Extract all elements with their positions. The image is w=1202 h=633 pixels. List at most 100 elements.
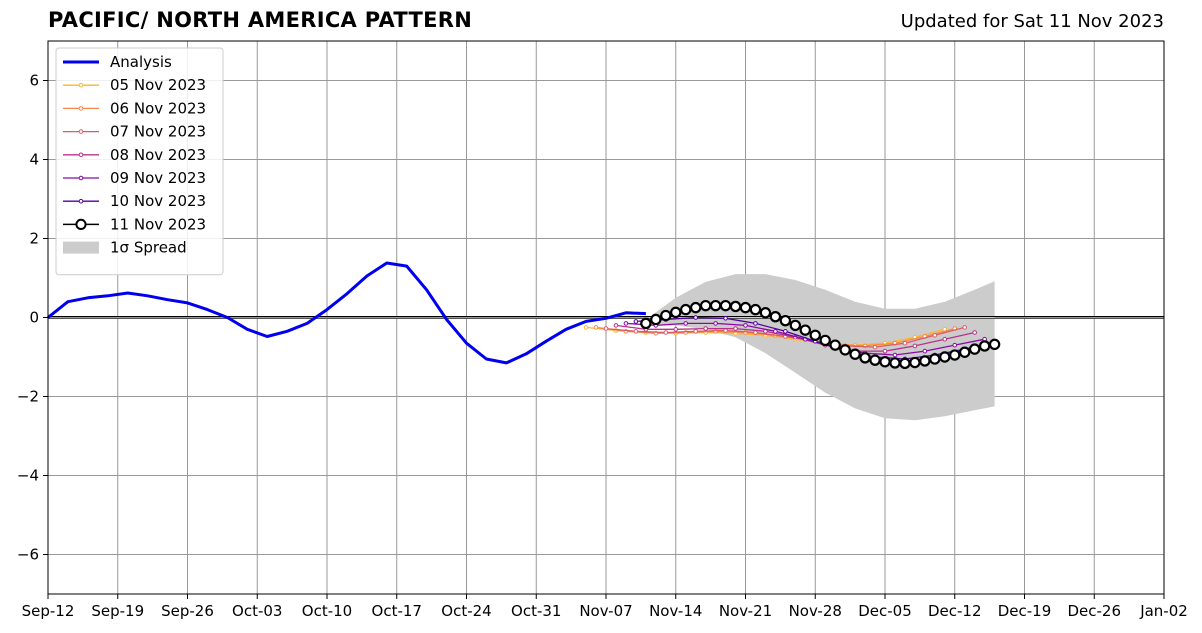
forecast-point	[789, 319, 802, 332]
forecast-point	[879, 356, 891, 368]
x-tick-label: Oct-10	[302, 602, 352, 620]
forecast-point	[683, 321, 689, 326]
forecast-point	[729, 300, 742, 313]
x-tick-label: Sep-19	[91, 602, 144, 620]
forecast-point	[919, 355, 931, 367]
legend: Analysis 05 Nov 2023 06 Nov 2023 07 Nov 202…	[55, 47, 224, 276]
x-tick-label: Sep-12	[22, 602, 75, 620]
forecast-point	[899, 357, 911, 370]
x-tick-label: Oct-31	[511, 602, 561, 620]
legend-label: Analysis	[110, 53, 172, 71]
y-tick-label: −4	[17, 467, 39, 485]
forecast-point	[693, 329, 698, 334]
forecast-point	[909, 356, 921, 369]
forecast-point	[673, 327, 679, 332]
forecast-point	[713, 321, 718, 326]
forecast-point	[723, 328, 728, 333]
forecast-point	[988, 338, 1001, 351]
x-tick-label: Nov-28	[789, 602, 842, 620]
forecast-point	[872, 344, 878, 350]
forecast-point	[660, 309, 672, 322]
x-tick-label: Nov-07	[579, 602, 632, 620]
x-tick-label: Nov-21	[719, 602, 772, 620]
legend-label: 09 Nov 2023	[110, 169, 206, 187]
forecast-point	[942, 336, 948, 342]
forecast-point	[693, 315, 698, 320]
y-tick-label: 4	[29, 151, 39, 169]
legend-box	[55, 47, 224, 276]
forecast-point	[680, 303, 692, 316]
forecast-point	[859, 352, 871, 364]
forecast-point	[939, 351, 951, 363]
forecast-point	[583, 325, 589, 330]
y-tick-label: 0	[29, 309, 39, 327]
forecast-point	[593, 325, 599, 330]
forecast-point	[733, 326, 738, 331]
forecast-point	[922, 348, 928, 354]
forecast-point	[952, 342, 958, 348]
legend-marker	[78, 198, 84, 204]
forecast-point	[809, 329, 821, 341]
forecast-point	[799, 324, 811, 336]
x-tick-label: Dec-05	[858, 602, 912, 620]
legend-label: 1σ Spread	[110, 239, 187, 257]
forecast-point	[749, 303, 762, 316]
legend-label: 05 Nov 2023	[110, 76, 206, 94]
legend-label: 08 Nov 2023	[110, 146, 206, 164]
page-title: PACIFIC/ NORTH AMERICA PATTERN	[48, 8, 473, 32]
forecast-point	[719, 299, 732, 312]
forecast-point	[932, 332, 938, 338]
y-tick-label: 2	[29, 230, 39, 248]
forecast-point	[929, 353, 941, 365]
forecast-point	[709, 299, 722, 312]
y-tick-label: −6	[17, 546, 39, 564]
legend-marker	[78, 82, 84, 88]
x-tick-label: Dec-26	[1067, 602, 1121, 620]
forecast-point	[902, 340, 908, 346]
forecast-point	[650, 313, 662, 326]
legend-marker	[78, 129, 84, 134]
forecast-point	[759, 307, 772, 319]
x-tick-label: Oct-03	[232, 602, 282, 620]
legend-swatch-spread	[63, 241, 99, 254]
legend-label: 06 Nov 2023	[110, 99, 206, 117]
forecast-point	[743, 323, 748, 328]
forecast-point	[978, 340, 991, 352]
y-tick-label: −2	[17, 388, 39, 406]
forecast-point	[723, 315, 728, 321]
forecast-point	[949, 349, 961, 361]
forecast-point	[753, 321, 758, 326]
forecast-point	[769, 311, 782, 323]
x-tick-label: Nov-14	[649, 602, 702, 620]
forecast-point	[689, 301, 702, 314]
y-tick-label: 6	[29, 72, 39, 90]
forecast-point	[959, 346, 971, 358]
forecast-point	[882, 348, 888, 354]
forecast-point	[623, 321, 629, 326]
forecast-point	[753, 330, 758, 335]
forecast-point	[869, 354, 881, 366]
x-tick-label: Oct-17	[372, 602, 422, 620]
forecast-point	[739, 301, 752, 314]
x-tick-label: Dec-12	[928, 602, 982, 620]
forecast-point	[779, 314, 792, 327]
x-tick-label: Jan-02	[1139, 602, 1188, 620]
forecast-point	[670, 306, 682, 319]
axes: Sep-12 Sep-19 Sep-26 Oct-03 Oct-10 Oct-17 Oct-…	[17, 40, 1188, 620]
legend-marker	[78, 152, 84, 158]
forecast-point	[633, 329, 639, 334]
updated-date: Updated for Sat 11 Nov 2023	[900, 11, 1164, 32]
forecast-point	[783, 329, 788, 334]
forecast-point	[968, 343, 981, 355]
legend-marker	[75, 218, 87, 230]
forecast-point	[773, 329, 778, 334]
legend-label: 10 Nov 2023	[110, 192, 206, 210]
legend-label: 11 Nov 2023	[110, 215, 206, 233]
forecast-point	[633, 319, 639, 324]
forecast-point	[699, 299, 712, 312]
forecast-point	[839, 344, 851, 356]
forecast-point	[613, 323, 619, 328]
forecast-point	[819, 334, 831, 347]
analysis-line	[47, 261, 646, 365]
